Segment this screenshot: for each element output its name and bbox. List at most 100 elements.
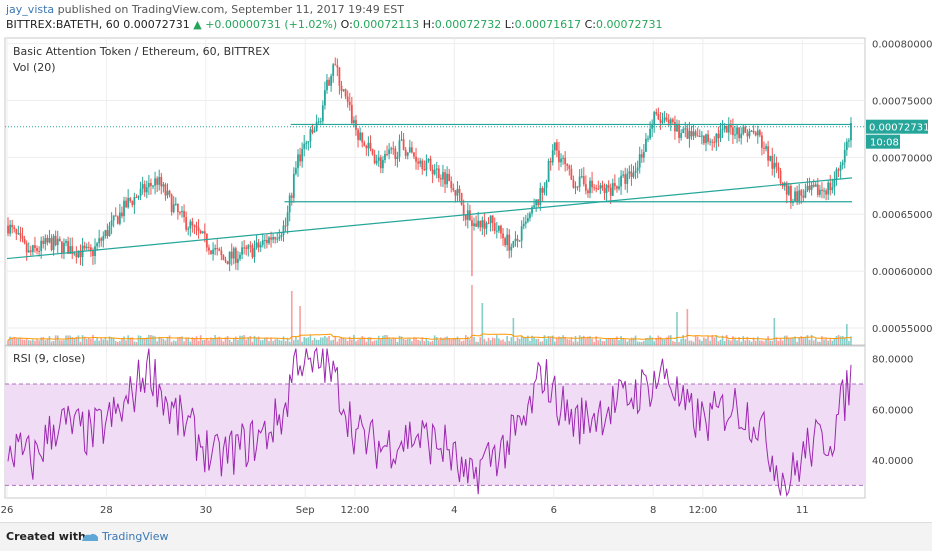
volume-bar [676,312,678,345]
candle-body [825,190,828,195]
candle-body [626,173,629,184]
time-tick-label: 30 [199,505,212,516]
volume-bar [640,341,643,345]
candle-body [408,147,411,153]
volume-bar [808,339,811,345]
candle-body [806,185,809,191]
time-tick-label: 12:00 [341,505,370,516]
candle-body [667,119,670,124]
candle-body [464,214,467,220]
volume-bar [756,336,759,345]
candle-body [719,130,722,139]
volume-bar [504,341,506,345]
candle-body [25,242,28,253]
volume-bar [286,337,289,345]
volume-bar [502,339,504,345]
volume-bar [846,324,848,345]
volume-bar [413,337,415,345]
chart-canvas[interactable]: 0.00080000 0.00075000 0.00070000 0.00065000… [0,0,932,522]
volume-bar [380,339,382,345]
volume-bar [15,338,18,345]
volume-bar [812,340,815,345]
volume-bar [653,341,656,345]
volume-bar [765,339,767,345]
volume-bar [232,338,235,345]
volume-bar [235,336,237,345]
candle-body [777,166,780,171]
volume-bar [665,337,668,345]
volume-bar [804,336,807,345]
candle-body [705,134,707,144]
candle-body [284,225,287,227]
candle-body [237,258,239,263]
volume-bar [185,337,187,345]
candle-body [313,130,316,133]
candle-body [636,167,639,171]
candle-body [205,233,208,248]
volume-bar [740,341,742,345]
volume-bar [212,338,214,345]
volume-bar [636,341,639,345]
candle-body [808,185,811,190]
volume-bar [88,337,90,345]
candle-body [216,248,219,250]
volume-bar [67,335,69,345]
candle-body [591,180,593,188]
candle-body [212,249,214,255]
price-pane[interactable] [4,37,866,346]
candle-body [493,223,496,231]
candle-body [280,234,283,237]
volume-bar [711,334,714,345]
volume-bar [158,336,161,345]
candle-body [392,148,395,150]
candle-body [282,225,285,235]
candle-body [315,122,318,131]
volume-bar [582,335,585,345]
candle-body [139,188,142,197]
candle-body [154,178,156,186]
volume-bar [100,338,103,345]
volume-bar [630,337,633,345]
open-value: 0.00072113 [352,18,420,31]
candle-body [632,172,635,177]
volume-bar [38,340,40,345]
volume-bar [181,336,183,345]
tradingview-brand-link[interactable]: TradingView [102,530,169,543]
candle-body [338,67,341,86]
candle-body [816,184,819,195]
publish-info: jay_vista published on TradingView.com, … [6,3,404,16]
candle-body [761,135,763,148]
volume-bar [682,335,685,345]
rsi-tick-label: 80.0000 [872,355,913,366]
volume-bar [177,337,179,345]
volume-bar [152,335,154,345]
candle-body [15,229,18,234]
candle-body [535,199,538,206]
candle-body [31,245,34,252]
candle-body [694,131,697,136]
volume-bar [114,341,117,345]
candle-body [729,125,732,128]
candle-body [578,176,581,187]
volume-bar [429,341,432,345]
volume-bar [90,338,92,345]
volume-bar [549,337,552,345]
candle-body [582,176,585,185]
volume-bar [40,337,42,345]
volume-bar [698,339,701,345]
volume-bar [788,338,790,345]
candle-body [663,117,666,121]
volume-bar [19,337,22,345]
volume-bar [723,341,726,345]
volume-bar [237,339,239,345]
volume-bar [336,341,339,345]
candle-body [775,162,778,167]
high-label: H: [422,18,435,31]
candle-body [52,235,55,250]
volume-bar [324,336,326,345]
candle-body [560,158,562,163]
volume-bar [251,341,254,345]
volume-bar [709,340,711,345]
candle-body [303,143,306,149]
author-link[interactable]: jay_vista [6,3,55,16]
